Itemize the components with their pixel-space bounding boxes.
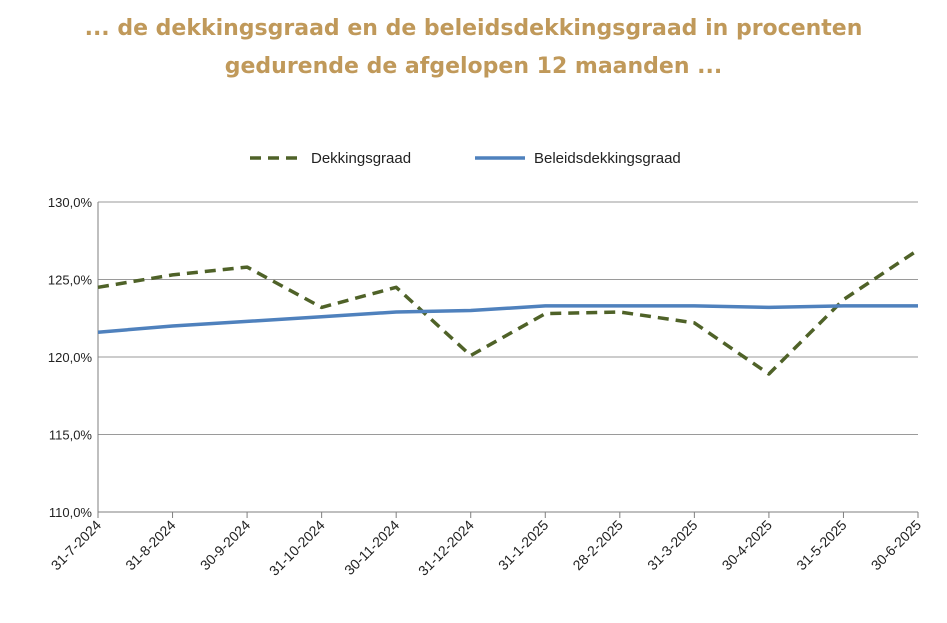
x-tick-label: 30-11-2024 xyxy=(341,517,402,578)
series-line-dekkingsgraad xyxy=(97,248,919,376)
x-tick-label: 31-10-2024 xyxy=(266,517,328,579)
x-tick-label: 28-2-2025 xyxy=(569,517,626,574)
y-tick-label: 125,0% xyxy=(48,273,93,288)
x-tick-label: 30-4-2025 xyxy=(719,517,776,574)
x-tick-label: 31-3-2025 xyxy=(644,517,701,574)
y-tick-label: 115,0% xyxy=(49,428,93,443)
y-tick-label: 120,0% xyxy=(48,350,93,365)
x-tick-label: 31-1-2025 xyxy=(495,517,552,574)
legend-label: Beleidsdekkingsgraad xyxy=(534,150,681,167)
legend-label: Dekkingsgraad xyxy=(311,150,411,167)
x-tick-label: 31-12-2024 xyxy=(415,517,477,579)
x-tick-label: 31-5-2025 xyxy=(793,517,850,574)
chart-title: ... de dekkingsgraad en de beleidsdekkin… xyxy=(84,16,863,41)
x-tick-label: 31-8-2024 xyxy=(122,517,179,574)
y-tick-label: 110,0% xyxy=(49,505,93,520)
y-tick-label: 130,0% xyxy=(48,195,93,210)
x-tick-label: 30-6-2025 xyxy=(868,517,925,574)
series-line-beleidsdekkingsgraad xyxy=(97,304,918,334)
chart-subtitle: gedurende de afgelopen 12 maanden ... xyxy=(224,54,723,79)
x-tick-label: 31-7-2024 xyxy=(48,517,105,574)
x-tick-label: 30-9-2024 xyxy=(197,517,254,574)
